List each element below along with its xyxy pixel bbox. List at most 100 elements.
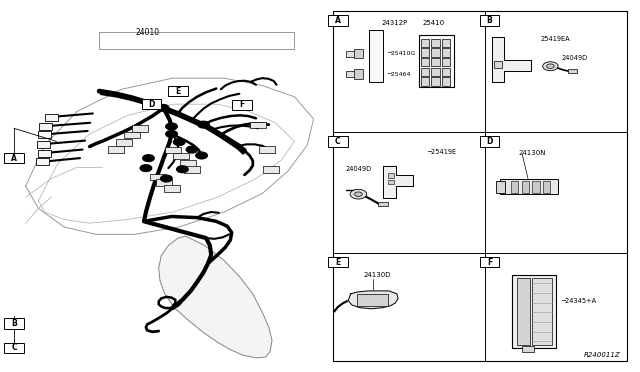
Text: B: B: [12, 319, 17, 328]
Bar: [496, 181, 505, 193]
Bar: [328, 15, 348, 26]
Text: 24312P: 24312P: [381, 20, 408, 26]
Bar: [38, 150, 51, 157]
Circle shape: [355, 192, 362, 196]
Text: 24049D: 24049D: [562, 55, 588, 61]
Bar: [442, 58, 450, 66]
Circle shape: [198, 121, 209, 128]
Bar: [431, 48, 440, 57]
Bar: [442, 39, 450, 47]
Circle shape: [177, 166, 188, 173]
Circle shape: [143, 155, 154, 161]
Circle shape: [186, 146, 198, 153]
Text: D: D: [148, 100, 155, 109]
Bar: [442, 77, 450, 86]
Bar: [164, 185, 180, 192]
Text: B: B: [487, 16, 492, 25]
Bar: [357, 294, 388, 306]
Circle shape: [196, 152, 207, 159]
Bar: [431, 39, 440, 47]
Circle shape: [166, 123, 177, 130]
Bar: [165, 147, 181, 153]
Bar: [328, 136, 348, 147]
Bar: [45, 114, 58, 121]
Text: ─25419E: ─25419E: [428, 149, 457, 155]
Text: C: C: [12, 343, 17, 352]
Circle shape: [547, 64, 554, 68]
Bar: [421, 77, 429, 86]
Bar: [124, 132, 140, 138]
Circle shape: [161, 175, 172, 182]
Bar: [4, 318, 24, 329]
Bar: [346, 51, 358, 57]
Polygon shape: [383, 166, 413, 198]
Text: R240011Z: R240011Z: [584, 352, 621, 358]
Bar: [39, 123, 52, 130]
Bar: [99, 32, 294, 49]
Text: ─25464: ─25464: [387, 72, 410, 77]
Text: C: C: [335, 137, 340, 146]
Bar: [431, 77, 440, 86]
Bar: [369, 30, 383, 82]
Bar: [543, 181, 550, 193]
Text: 24130N: 24130N: [518, 150, 546, 155]
Bar: [419, 35, 454, 87]
Polygon shape: [348, 291, 398, 309]
Circle shape: [157, 105, 169, 111]
Circle shape: [350, 189, 367, 199]
Bar: [421, 68, 429, 76]
Bar: [184, 166, 200, 173]
Bar: [333, 11, 627, 361]
Bar: [494, 61, 502, 68]
Bar: [378, 202, 388, 206]
Bar: [354, 69, 363, 79]
Text: D: D: [486, 137, 493, 146]
Bar: [480, 257, 499, 267]
Bar: [180, 160, 196, 167]
Bar: [522, 181, 529, 193]
Bar: [522, 346, 534, 352]
Bar: [4, 153, 24, 163]
Bar: [4, 343, 24, 353]
Bar: [36, 158, 49, 165]
Bar: [132, 125, 148, 132]
Bar: [480, 15, 499, 26]
Polygon shape: [492, 37, 531, 82]
Text: ─24345+A: ─24345+A: [561, 298, 596, 304]
Bar: [150, 174, 166, 180]
Bar: [480, 136, 499, 147]
Bar: [38, 131, 51, 138]
Bar: [263, 166, 279, 173]
Bar: [421, 39, 429, 47]
Circle shape: [543, 62, 558, 71]
Bar: [431, 58, 440, 66]
Text: F: F: [239, 100, 244, 109]
Text: E: E: [175, 87, 180, 96]
Text: A: A: [11, 154, 17, 163]
Bar: [532, 278, 552, 345]
Bar: [168, 86, 188, 96]
Text: 24010: 24010: [135, 28, 159, 37]
Bar: [259, 146, 275, 153]
Bar: [500, 179, 558, 194]
Bar: [517, 278, 530, 345]
Polygon shape: [159, 236, 272, 358]
Bar: [156, 179, 172, 186]
Bar: [442, 48, 450, 57]
Text: 24049D: 24049D: [346, 166, 372, 172]
Bar: [354, 49, 363, 58]
Bar: [37, 141, 50, 148]
Bar: [232, 100, 252, 110]
Circle shape: [140, 165, 152, 171]
Text: ─25410G: ─25410G: [387, 51, 415, 56]
Circle shape: [173, 139, 185, 145]
Text: E: E: [335, 258, 340, 267]
Bar: [142, 99, 161, 109]
Bar: [346, 71, 358, 77]
Text: 25419EA: 25419EA: [541, 36, 570, 42]
Bar: [388, 180, 394, 184]
Bar: [512, 275, 556, 348]
Bar: [431, 68, 440, 76]
Bar: [511, 181, 518, 193]
Bar: [421, 48, 429, 57]
